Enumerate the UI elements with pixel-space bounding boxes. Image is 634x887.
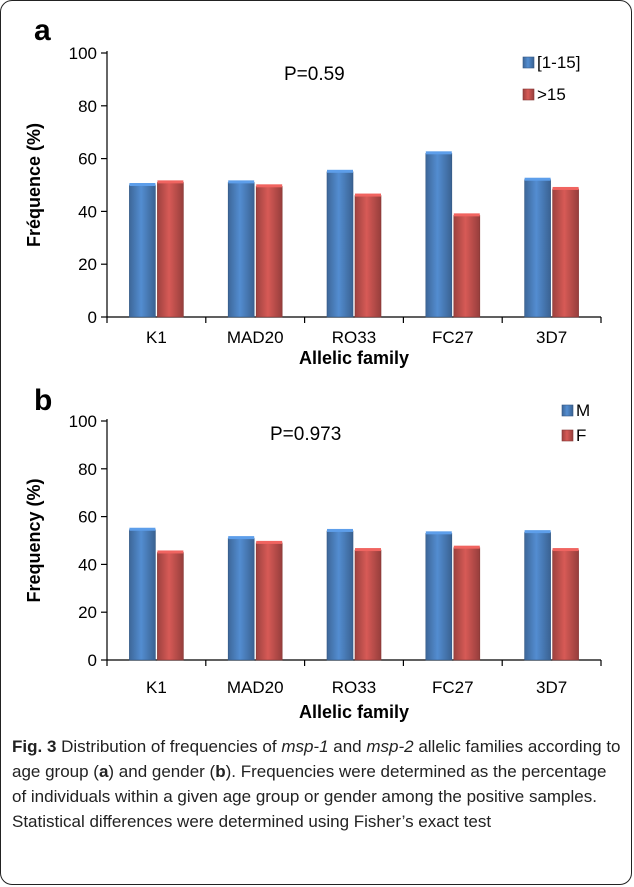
bar-top-highlight <box>256 184 283 188</box>
x-axis-title: Allelic family <box>299 348 409 368</box>
bar-ro33-series2 <box>354 549 382 661</box>
bar-top-highlight <box>327 169 353 173</box>
bar-top-highlight <box>552 548 579 552</box>
y-tick-label: 40 <box>78 555 97 574</box>
bar-k1-series2 <box>157 552 184 661</box>
legend-swatch <box>522 56 535 69</box>
bar-mad20-series2 <box>255 186 283 318</box>
bar-top-highlight <box>228 180 255 184</box>
bar-top-highlight <box>355 548 381 552</box>
p-value-annotation: P=0.59 <box>284 64 345 85</box>
bar-k1-series1 <box>129 529 156 661</box>
bar-top-highlight <box>228 536 255 540</box>
caption-text-5: ). Frequencies were determined as the pe… <box>12 762 607 831</box>
bar-top-highlight <box>453 545 480 549</box>
legend-swatch <box>561 429 574 442</box>
y-tick-label: 80 <box>78 97 97 116</box>
x-category-label: FC27 <box>432 328 474 347</box>
legend-swatch <box>561 404 574 417</box>
caption-text-1: Distribution of frequencies of <box>56 737 282 756</box>
bar-ro33-series1 <box>326 530 354 661</box>
bar-top-highlight <box>256 540 283 544</box>
caption-ref-a: a <box>98 762 109 781</box>
caption-text-2: and <box>328 737 367 756</box>
x-category-label: 3D7 <box>536 328 567 347</box>
caption-label: Fig. 3 <box>12 737 57 756</box>
x-category-label: MAD20 <box>227 328 284 347</box>
bar-top-highlight <box>157 180 184 184</box>
bar-top-highlight <box>355 193 381 197</box>
y-tick-label: 0 <box>88 308 97 327</box>
chart-b-svg: b 0 20 40 60 80 100 K1 MAD20 RO33 FC27 3D7 Allelic f… <box>24 384 602 722</box>
legend-label: [1-15] <box>537 53 580 72</box>
y-tick-label: 20 <box>78 603 97 622</box>
bar-ro33-series1 <box>326 171 354 318</box>
legend-swatch <box>522 88 535 101</box>
caption-gene-2: msp-2 <box>366 737 414 756</box>
bar-mad20-series1 <box>227 182 255 318</box>
caption-gene-1: msp-1 <box>281 737 329 756</box>
chart-a-svg: a 0 20 40 60 80 100 K1 MAD20 RO33 FC27 3D7 Allelic f… <box>24 14 602 368</box>
bar-top-highlight <box>129 183 156 186</box>
y-tick-label: 0 <box>88 651 97 670</box>
bar-fc27-series1 <box>425 533 453 661</box>
x-category-label: MAD20 <box>227 678 284 697</box>
legend-label: M <box>576 401 590 420</box>
bar-mad20-series2 <box>255 542 283 661</box>
bar-3d7-series1 <box>524 531 551 661</box>
bar-k1-series1 <box>129 184 156 318</box>
x-category-label: 3D7 <box>536 678 567 697</box>
bar-top-highlight <box>425 531 452 535</box>
x-category-label: RO33 <box>332 678 376 697</box>
bar-top-highlight <box>453 213 480 217</box>
y-tick-label: 80 <box>78 460 97 479</box>
p-value-annotation: P=0.973 <box>270 424 341 445</box>
bar-top-highlight <box>425 151 452 155</box>
panel-letter: a <box>34 14 51 47</box>
x-category-label: RO33 <box>332 328 376 347</box>
legend-label: >15 <box>537 85 566 104</box>
bar-3d7-series2 <box>552 188 579 318</box>
bar-mad20-series1 <box>227 537 255 661</box>
y-axis-title: Fréquence (%) <box>24 123 44 247</box>
bar-3d7-series2 <box>552 549 579 661</box>
bar-fc27-series1 <box>425 153 453 318</box>
y-tick-label: 100 <box>69 44 97 63</box>
y-tick-label: 100 <box>69 412 97 431</box>
x-axis-title: Allelic family <box>299 702 409 722</box>
y-tick-label: 60 <box>78 150 97 169</box>
x-category-label: K1 <box>146 328 167 347</box>
legend-label: F <box>576 426 586 445</box>
bar-top-highlight <box>552 186 579 190</box>
bar-top-highlight <box>524 530 551 534</box>
y-tick-label: 20 <box>78 255 97 274</box>
caption-ref-b: b <box>215 762 226 781</box>
chart-panel-b: b 0 20 40 60 80 100 K1 MAD20 RO33 FC27 3D7 Allelic f… <box>6 384 626 728</box>
caption-text-3: allelic families according to age group … <box>12 737 621 781</box>
y-axis-title: Frequency (%) <box>24 478 44 602</box>
caption-text-4: ) and gender ( <box>108 762 216 781</box>
bar-top-highlight <box>524 177 551 181</box>
bar-top-highlight <box>327 528 353 532</box>
bar-fc27-series2 <box>453 547 481 661</box>
bar-ro33-series2 <box>354 195 382 318</box>
bar-3d7-series1 <box>524 179 551 318</box>
bar-fc27-series2 <box>453 215 481 318</box>
bar-k1-series2 <box>157 182 184 318</box>
x-category-label: K1 <box>146 678 167 697</box>
x-category-label: FC27 <box>432 678 474 697</box>
bar-top-highlight <box>157 550 184 554</box>
panel-letter: b <box>34 388 52 417</box>
bar-top-highlight <box>129 527 156 531</box>
chart-panel-a: a 0 20 40 60 80 100 K1 MAD20 RO33 FC27 3D7 Allelic f… <box>6 6 626 384</box>
figure-caption: Fig. 3 Distribution of frequencies of ms… <box>12 734 624 834</box>
y-tick-label: 60 <box>78 508 97 527</box>
y-tick-label: 40 <box>78 202 97 221</box>
